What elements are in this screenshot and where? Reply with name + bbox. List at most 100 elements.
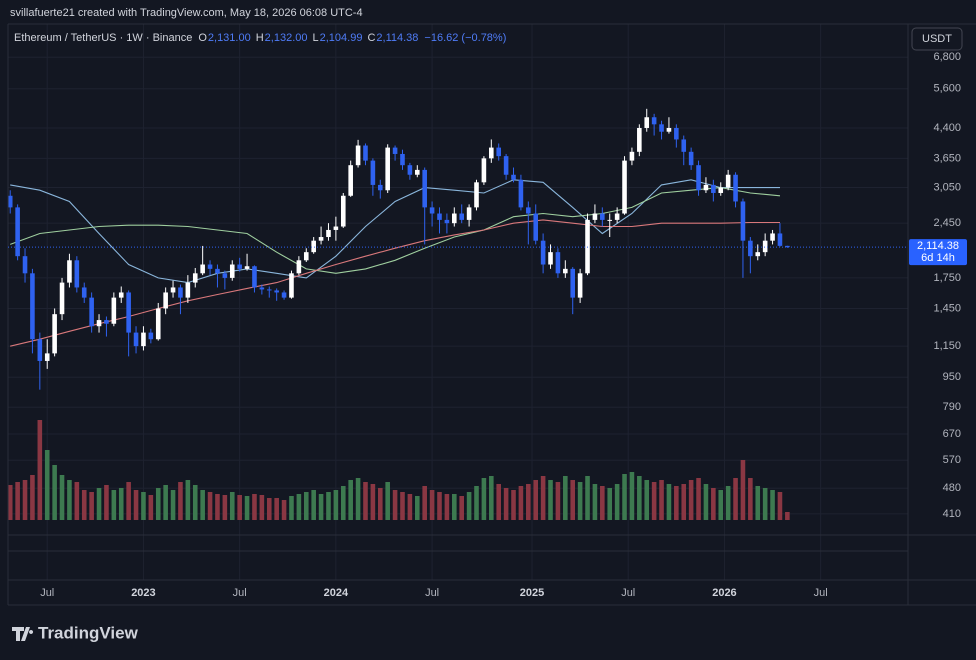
volume-bar (644, 480, 650, 520)
volume-bar (407, 494, 413, 520)
ohlc-value: 2,131.00 (208, 32, 251, 44)
volume-bar (37, 420, 43, 520)
y-tick-label: 950 (943, 371, 961, 383)
volume-bar (437, 492, 442, 520)
candle-body (59, 282, 65, 315)
volume-bar (533, 480, 539, 520)
candle-body (7, 195, 13, 208)
candle-body (666, 127, 672, 132)
volume-bar (548, 480, 553, 520)
x-tick-label: 2025 (520, 587, 544, 599)
volume-bar (200, 490, 205, 520)
volume-bar (762, 488, 768, 520)
volume-bar (318, 494, 324, 520)
candle-body (762, 240, 768, 253)
candle-body (252, 266, 257, 288)
price-tag-countdown: 6d 14h (921, 252, 955, 264)
volume-bar (74, 482, 80, 520)
volume-bar (629, 472, 635, 520)
volume-bar (7, 485, 13, 520)
watermark: svillafuerte21 created with TradingView.… (10, 7, 363, 19)
candle-body (81, 287, 87, 298)
volume-bar (170, 490, 176, 520)
volume-bar (740, 460, 746, 520)
candle-body (518, 179, 524, 208)
volume-bar (540, 476, 546, 520)
volume-bar (711, 488, 716, 520)
logo: TradingView (12, 623, 139, 642)
volume-bar (503, 488, 509, 520)
ohlc-key: C (367, 32, 375, 44)
candle-body (674, 127, 679, 140)
volume-bar (155, 488, 161, 520)
candle-body (333, 226, 339, 230)
candle-body (229, 264, 235, 278)
volume-bar (444, 494, 450, 520)
volume-bar (563, 476, 568, 520)
x-tick-label: Jul (621, 587, 635, 599)
candle-body (370, 160, 376, 185)
volume-bar (511, 490, 516, 520)
moving-average (10, 179, 780, 284)
candle-body (540, 240, 546, 265)
volume-bar (15, 482, 20, 520)
volume-bar (22, 480, 28, 520)
candle-body (785, 245, 790, 248)
candle-body (459, 213, 464, 220)
currency-label[interactable]: USDT (922, 33, 952, 45)
candle-body (614, 213, 620, 220)
candle-body (622, 160, 627, 214)
volume-bar (474, 486, 479, 520)
candle-body (392, 147, 398, 154)
volume-bar (222, 495, 228, 520)
candle-body (585, 219, 590, 274)
candle-body (748, 240, 753, 257)
candle-body (185, 282, 191, 298)
candle-body (215, 268, 220, 274)
volume-bar (363, 482, 368, 520)
volume-bar (252, 494, 257, 520)
volume-bar (377, 488, 383, 520)
volume-bar (481, 478, 487, 520)
volume-bar (452, 494, 457, 520)
candle-body (259, 287, 265, 290)
volume-bar (340, 486, 346, 520)
price-tag-price: 2,114.38 (917, 240, 959, 252)
candle-body (481, 158, 487, 183)
volume-bar (311, 490, 316, 520)
volume-bar (274, 498, 279, 520)
y-tick-label: 410 (943, 508, 961, 520)
overlay-layer (7, 23, 976, 606)
volume-bar (570, 480, 576, 520)
candle-body (363, 145, 368, 161)
ohlc-value: 2,132.00 (265, 32, 308, 44)
ohlc-key: O (198, 32, 207, 44)
volume-bar (96, 488, 102, 520)
volume-bar (400, 492, 405, 520)
volume-bar (429, 490, 435, 520)
currency-button[interactable] (911, 27, 963, 51)
volume-bar (237, 495, 242, 520)
candle-body (133, 332, 139, 347)
candle-body (474, 182, 479, 208)
candle-body (222, 273, 228, 278)
ohlc-key: H (256, 32, 264, 44)
candle-body (555, 252, 561, 274)
candle-body (104, 320, 109, 324)
candle-body (170, 287, 176, 293)
volume-bar (289, 496, 294, 520)
candle-body (67, 260, 72, 283)
volume-bar (296, 494, 302, 520)
ma-layer (10, 179, 781, 347)
candle-body (74, 260, 80, 288)
volume-bar (185, 480, 191, 520)
volume-bar (600, 486, 605, 520)
candle-body (703, 184, 709, 191)
change: −16.62 (−0.78%) (424, 32, 506, 44)
ohlc-key: L (313, 32, 319, 44)
candle-body (377, 184, 383, 191)
volume-bar (748, 478, 753, 520)
candle-body (274, 290, 279, 293)
